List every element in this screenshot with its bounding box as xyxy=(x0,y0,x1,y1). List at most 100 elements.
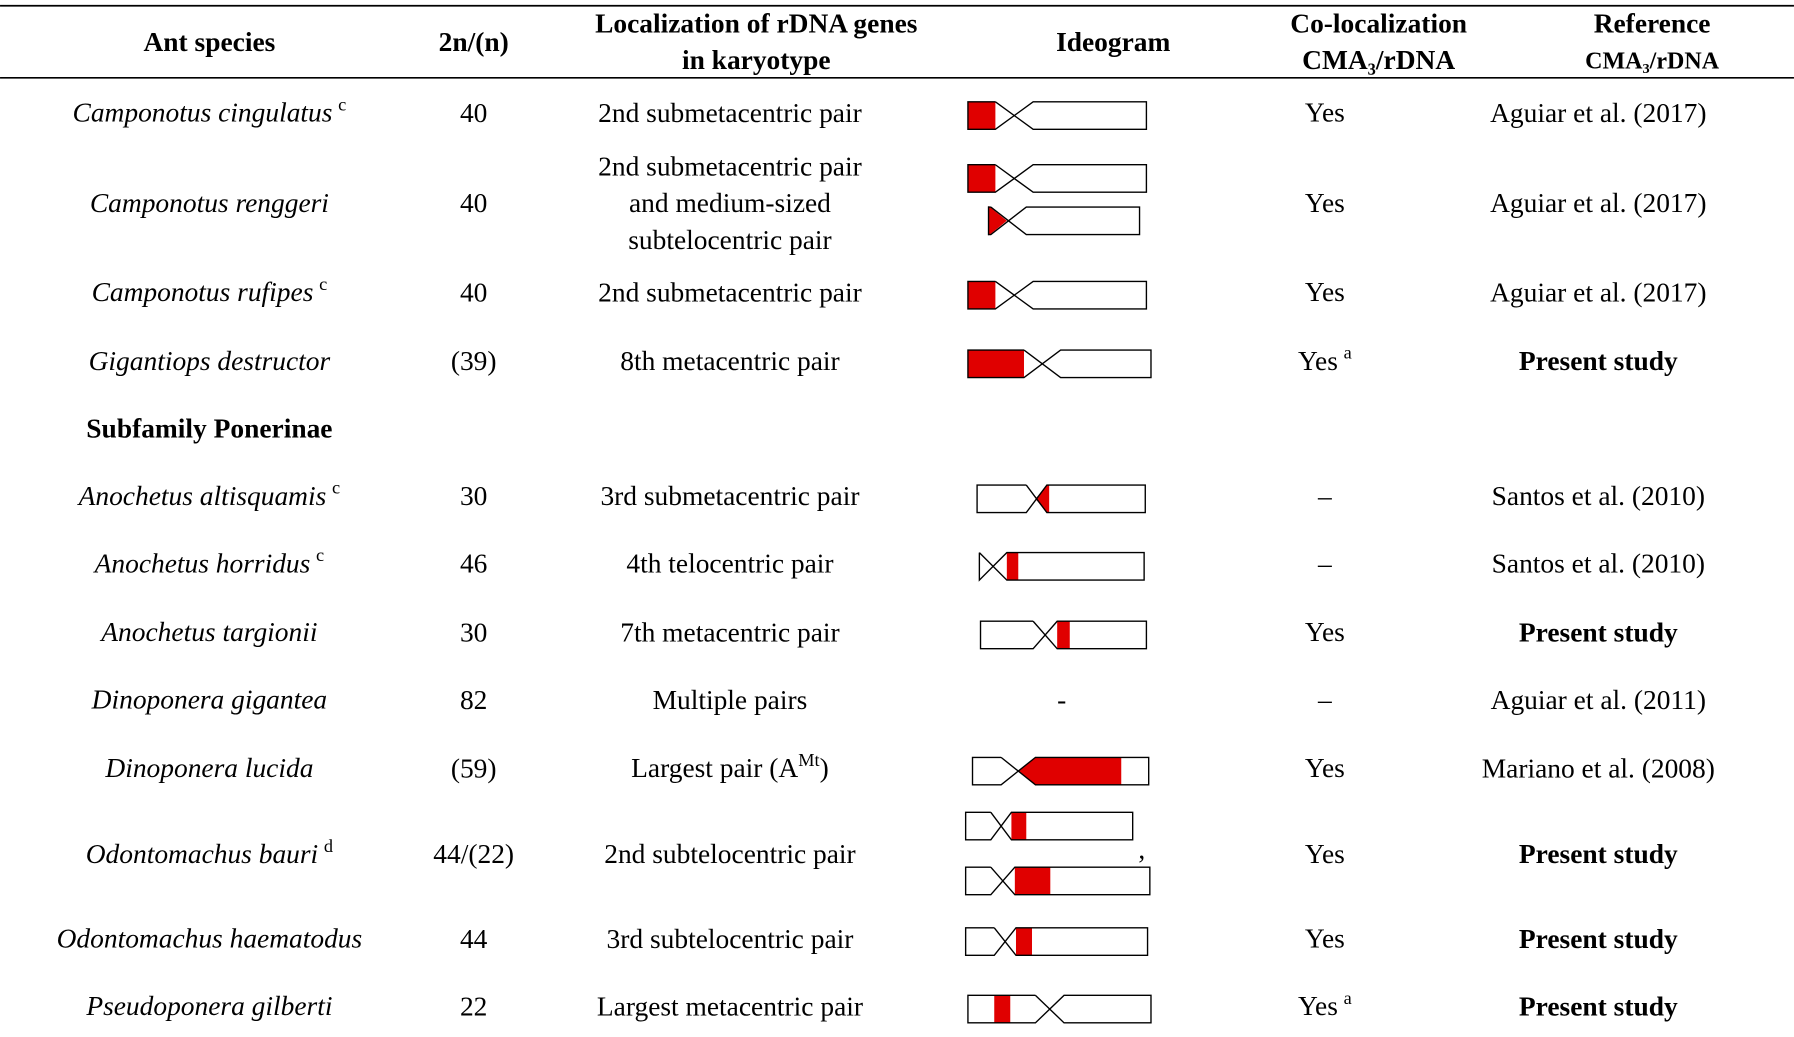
species-name: Anochetus horridus xyxy=(93,549,311,579)
colocalization-text: Yes xyxy=(1305,277,1345,307)
chromosome-number: 30 xyxy=(460,481,487,511)
reference: Aguiar et al. (2017) xyxy=(1490,277,1706,307)
species-name: Dinoponera lucida xyxy=(104,753,313,783)
rdna-band xyxy=(988,205,1007,236)
footnote-mark: c xyxy=(319,274,327,294)
species-name: Gigantiops destructor xyxy=(89,346,331,376)
colocalization: Yes xyxy=(1305,98,1345,128)
chromosome-number: 82 xyxy=(460,685,487,715)
rdna-band xyxy=(1057,621,1070,649)
chromosome-number: 40 xyxy=(460,277,487,307)
chromosome xyxy=(978,551,1145,582)
chromosome xyxy=(964,811,1134,841)
reference: Present study xyxy=(1519,346,1678,376)
header-cell: CMA₃/rDNA xyxy=(1302,45,1455,75)
localization: 8th metacentric pair xyxy=(620,346,839,376)
colocalization-text: Yes xyxy=(1305,617,1345,647)
header-cell: Co-localization xyxy=(1290,9,1467,39)
colocalization: Yes xyxy=(1305,839,1345,869)
rdna-band xyxy=(1035,485,1050,513)
species: Dinoponera lucida xyxy=(104,753,313,783)
chromosome xyxy=(964,866,1151,896)
reference: Aguiar et al. (2011) xyxy=(1491,685,1706,715)
chromosome xyxy=(967,164,1148,193)
chromosome xyxy=(964,927,1149,956)
localization: and medium-sized xyxy=(629,188,831,218)
localization: subtelocentric pair xyxy=(628,225,831,255)
species-name: Anochetus altisquamis xyxy=(77,481,327,511)
header-cell: in karyotype xyxy=(682,45,831,75)
colocalization-text: Yes xyxy=(1305,753,1345,783)
species: Pseudoponera gilberti xyxy=(85,991,332,1021)
rdna-band xyxy=(967,350,1024,378)
chromosome xyxy=(967,280,1148,310)
chromosome-number: 44/(22) xyxy=(433,839,514,869)
footnote-mark: c xyxy=(338,95,346,115)
chromosome xyxy=(971,756,1150,786)
reference: Present study xyxy=(1519,839,1678,869)
species-name: Camponotus cingulatus xyxy=(73,98,333,128)
localization-text: ) xyxy=(820,753,829,783)
colocalization: Yes xyxy=(1305,617,1345,647)
colocalization-text: Yes xyxy=(1305,839,1345,869)
localization: Largest metacentric pair xyxy=(597,991,863,1021)
localization: 7th metacentric pair xyxy=(620,617,839,647)
header-cell: Reference xyxy=(1594,9,1711,39)
localization: 2nd submetacentric pair xyxy=(598,152,862,182)
colocalization-text: Yes xyxy=(1305,924,1345,954)
reference: Santos et al. (2010) xyxy=(1492,481,1705,511)
chromosome xyxy=(987,206,1141,236)
chromosome-number: 44 xyxy=(460,924,488,954)
rdna-band xyxy=(967,164,996,193)
localization-text: Largest pair (A xyxy=(631,753,798,783)
reference: Aguiar et al. (2017) xyxy=(1490,188,1706,218)
chromosome-number: (39) xyxy=(451,346,497,376)
header-cell: Ideogram xyxy=(1056,27,1170,57)
chromosome xyxy=(967,349,1152,379)
species-name: Pseudoponera gilberti xyxy=(85,991,332,1021)
reference: Mariano et al. (2008) xyxy=(1482,753,1715,783)
colocalization-text: – xyxy=(1317,549,1332,579)
reference: Present study xyxy=(1519,617,1678,647)
chromosome xyxy=(967,994,1152,1024)
chromosome xyxy=(967,101,1148,130)
chromosome-number: 40 xyxy=(460,98,487,128)
chromosome-number: 22 xyxy=(460,991,487,1021)
rdna-band xyxy=(1011,812,1027,840)
chromosome-number: 46 xyxy=(460,549,487,579)
reference: Present study xyxy=(1519,924,1678,954)
localization: 3rd submetacentric pair xyxy=(600,481,859,511)
superscript: Mt xyxy=(798,750,819,770)
species: Odontomachus bauri d xyxy=(86,836,333,869)
header-cell: 2n/(n) xyxy=(439,27,509,57)
species: Camponotus cingulatus c xyxy=(73,95,347,128)
rdna-band xyxy=(1006,552,1019,581)
species-name: Odontomachus bauri xyxy=(86,839,318,869)
colocalization: Yes xyxy=(1305,753,1345,783)
colocalization-text: Yes xyxy=(1305,188,1345,218)
footnote-mark: d xyxy=(324,836,333,856)
reference: Santos et al. (2010) xyxy=(1492,549,1705,579)
chromosome-number: 30 xyxy=(460,617,487,647)
rdna-band xyxy=(1014,867,1051,895)
colocalization: – xyxy=(1317,685,1332,715)
colocalization: – xyxy=(1317,549,1332,579)
localization: 2nd submetacentric pair xyxy=(598,98,862,128)
rdna-band xyxy=(967,101,996,130)
species: Camponotus renggeri xyxy=(90,188,329,218)
localization: 2nd subtelocentric pair xyxy=(604,839,855,869)
chromosome xyxy=(976,484,1146,514)
footnote-mark: c xyxy=(316,545,324,565)
species: Anochetus horridus c xyxy=(93,545,325,578)
species-name: Odontomachus haematodus xyxy=(57,924,363,954)
colocalization: Yes a xyxy=(1298,343,1352,376)
species-name: Camponotus rufipes xyxy=(92,277,314,307)
footnote-mark: a xyxy=(1344,988,1352,1008)
species: Camponotus rufipes c xyxy=(92,274,328,307)
header-cell: CMA₃/rDNA xyxy=(1585,48,1720,74)
species-name: Anochetus targionii xyxy=(99,617,317,647)
species: Gigantiops destructor xyxy=(89,346,331,376)
reference: Aguiar et al. (2017) xyxy=(1490,98,1706,128)
rdna-band xyxy=(994,995,1011,1023)
